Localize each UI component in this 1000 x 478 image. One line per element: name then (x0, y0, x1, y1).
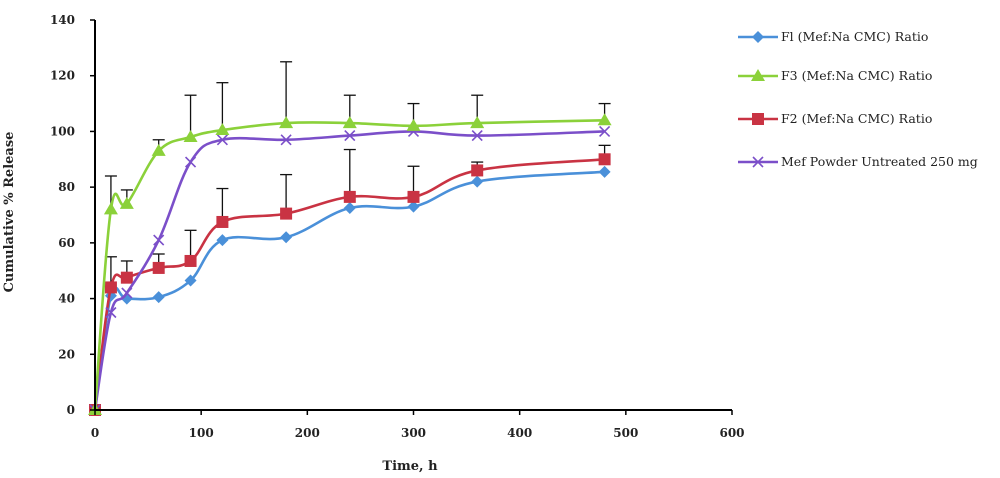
data-point (280, 231, 293, 244)
data-point (184, 274, 197, 287)
y-tick-label: 140 (50, 13, 75, 27)
axes (94, 20, 732, 411)
data-point (121, 287, 133, 299)
legend-label: F2 (Mef:Na CMC) Ratio (781, 111, 932, 126)
series-line (93, 118, 605, 411)
data-point (343, 202, 356, 215)
data-point (215, 123, 230, 136)
legend: Fl (Mef:Na CMC) Ratio F3 (Mef:Na CMC) Rat… (738, 29, 978, 169)
series-1 (89, 165, 611, 416)
x-tick-label: 200 (295, 426, 320, 440)
x-tick-label: 300 (401, 426, 426, 440)
legend-item: Mef Powder Untreated 250 mg (738, 154, 978, 169)
data-point (470, 116, 485, 129)
y-axis-title: Cumulative % Release (2, 132, 17, 293)
data-point (105, 306, 117, 319)
x-marker-stroke (280, 134, 292, 146)
x-tick-label: 0 (91, 426, 99, 440)
x-marker-stroke (752, 156, 764, 168)
x-tick-label: 600 (719, 426, 744, 440)
legend-swatch-marker (751, 69, 765, 81)
data-point (104, 281, 117, 294)
data-point (152, 261, 165, 274)
legend-swatch-marker (752, 156, 764, 168)
y-tick-label: 60 (58, 236, 75, 250)
x-marker-stroke (153, 234, 165, 246)
y-tick-label: 40 (58, 292, 75, 306)
y-tick-label: 80 (58, 180, 75, 194)
legend-item: F3 (Mef:Na CMC) Ratio (738, 68, 932, 83)
legend-item: Fl (Mef:Na CMC) Ratio (738, 29, 928, 44)
data-point (279, 116, 294, 129)
data-point (407, 190, 420, 203)
x-tick-label: 400 (507, 426, 532, 440)
data-point (183, 130, 198, 142)
data-point (343, 190, 356, 203)
x-axis-title: Time, h (382, 459, 438, 474)
y-tick-label: 100 (50, 124, 75, 138)
x-marker-stroke (105, 306, 117, 319)
data-point (151, 143, 166, 156)
data-point (216, 134, 228, 146)
series-3 (89, 153, 611, 416)
data-point (280, 207, 293, 220)
data-point (597, 113, 612, 126)
data-point (184, 254, 197, 267)
legend-label: F3 (Mef:Na CMC) Ratio (781, 68, 932, 83)
data-point (120, 271, 133, 284)
y-tick-label: 120 (50, 69, 75, 83)
data-point (406, 118, 421, 131)
x-marker-stroke (216, 134, 228, 146)
x-marker-stroke (344, 130, 356, 142)
data-point (216, 234, 229, 247)
plot-area (88, 61, 612, 416)
data-point (471, 130, 483, 142)
data-point (598, 165, 611, 178)
legend-swatch-marker (752, 31, 764, 43)
data-point (342, 116, 357, 129)
data-point (152, 291, 165, 304)
y-tick-label: 0 (67, 403, 75, 417)
legend-label: Fl (Mef:Na CMC) Ratio (781, 29, 928, 44)
data-point (407, 200, 420, 213)
data-point (598, 153, 611, 166)
data-point (344, 130, 356, 142)
data-point (216, 215, 229, 228)
data-point (280, 134, 292, 146)
data-point (471, 164, 484, 177)
legend-swatch-marker (752, 113, 764, 125)
x-marker-stroke (121, 287, 133, 299)
data-point (153, 234, 165, 246)
data-point (471, 175, 484, 188)
x-ticks: 0 100 200 300 400 500 600 (91, 410, 745, 440)
series-line (93, 170, 605, 411)
data-point (599, 125, 611, 137)
data-point (103, 202, 118, 215)
data-point (184, 156, 197, 168)
series-2 (88, 113, 612, 415)
legend-label: Mef Powder Untreated 250 mg (781, 154, 978, 169)
x-marker-stroke (184, 156, 197, 168)
data-point (119, 196, 134, 209)
error-bars (104, 61, 611, 288)
y-ticks: 0 20 40 60 80 100 120 140 (50, 13, 95, 417)
legend-item: F2 (Mef:Na CMC) Ratio (738, 111, 932, 126)
x-marker-stroke (599, 125, 611, 137)
x-tick-label: 100 (189, 426, 214, 440)
x-tick-label: 500 (613, 426, 638, 440)
x-marker-stroke (471, 130, 483, 142)
y-tick-label: 20 (58, 347, 75, 361)
